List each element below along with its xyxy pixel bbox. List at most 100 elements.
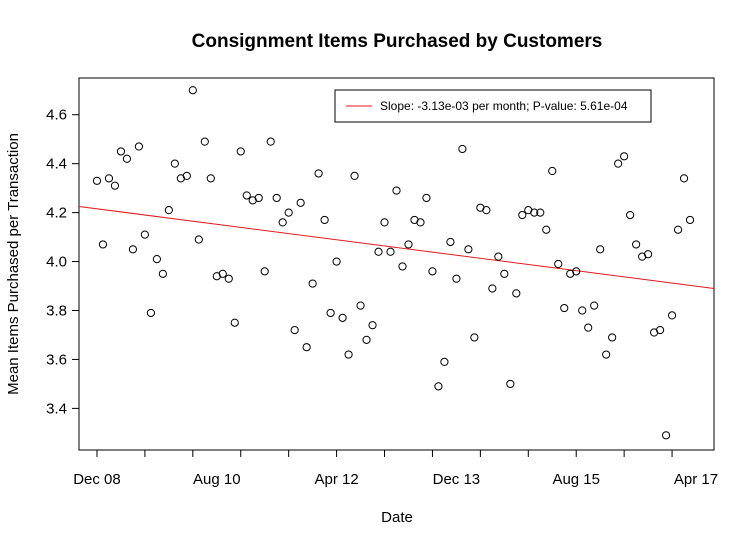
y-tick-label: 3.6	[46, 351, 67, 368]
data-point	[224, 274, 233, 283]
data-point	[140, 230, 149, 239]
data-point	[332, 257, 341, 266]
x-axis-label: Date	[381, 509, 413, 526]
data-point	[128, 245, 138, 254]
data-point	[158, 269, 167, 278]
data-point	[512, 289, 521, 298]
x-tick-label: Apr 12	[314, 471, 358, 488]
data-point	[452, 274, 461, 283]
data-point	[530, 208, 539, 217]
data-point	[230, 318, 239, 327]
data-point	[661, 431, 671, 440]
data-point	[482, 206, 491, 215]
data-point	[260, 267, 269, 276]
data-point	[368, 321, 377, 330]
data-point	[254, 193, 263, 203]
data-point	[380, 218, 389, 227]
data-point	[314, 169, 323, 178]
data-point	[404, 240, 413, 249]
data-point	[362, 335, 371, 344]
data-point	[152, 255, 161, 264]
data-point	[182, 171, 191, 180]
x-tick-label: Dec 13	[433, 471, 481, 488]
data-point	[560, 303, 569, 313]
data-point	[590, 301, 599, 310]
data-point	[356, 301, 365, 310]
y-tick-label: 4.2	[46, 205, 67, 222]
data-point	[266, 137, 275, 146]
data-point	[500, 269, 509, 278]
data-point	[320, 215, 329, 225]
data-point	[470, 333, 479, 342]
data-point	[338, 313, 347, 322]
data-point	[92, 176, 102, 185]
data-point	[614, 159, 623, 168]
data-point	[422, 193, 431, 203]
data-point	[446, 237, 455, 247]
data-point	[194, 235, 203, 244]
data-point	[602, 350, 611, 359]
data-point	[146, 308, 155, 318]
data-point	[458, 144, 467, 154]
x-tick-label: Dec 08	[73, 471, 121, 488]
y-tick-label: 4.4	[46, 156, 67, 173]
data-point	[655, 325, 665, 335]
y-axis-label: Mean Items Purchased per Transaction	[5, 133, 22, 395]
data-point	[679, 174, 689, 183]
y-tick-label: 4.0	[46, 254, 67, 271]
data-point	[685, 215, 695, 225]
data-point	[104, 174, 114, 183]
data-point	[626, 210, 635, 220]
data-point	[464, 245, 473, 254]
data-point	[386, 247, 395, 256]
y-axis: 3.4 3.6 3.8 4.0 4.2 4.4 4.6	[46, 107, 80, 417]
data-point	[667, 311, 677, 320]
data-point	[122, 154, 132, 163]
data-point	[350, 171, 359, 180]
data-point	[428, 267, 437, 276]
data-point	[374, 247, 383, 256]
x-tick-label: Apr 17	[674, 471, 718, 488]
data-point	[296, 198, 305, 207]
data-point	[620, 152, 629, 161]
data-point	[236, 147, 245, 156]
data-point	[494, 252, 503, 261]
x-tick-label: Aug 15	[552, 471, 600, 488]
legend: Slope: -3.13e-03 per month; P-value: 5.6…	[334, 89, 652, 123]
data-point	[200, 137, 209, 146]
trend-line-group	[78, 205, 715, 289]
x-axis: Dec 08 Aug 10 Apr 12 Dec 13 Aug 15 Apr 17	[73, 449, 718, 488]
data-point	[206, 174, 215, 183]
data-point	[506, 379, 515, 389]
data-point	[242, 191, 251, 200]
data-point	[134, 142, 144, 151]
data-point	[542, 225, 551, 234]
data-point	[308, 279, 317, 288]
data-point	[170, 159, 179, 168]
data-point	[344, 350, 353, 359]
data-point	[554, 259, 563, 269]
y-tick-label: 3.8	[46, 303, 67, 320]
plot-frame	[78, 77, 715, 451]
data-point	[548, 166, 557, 176]
data-point	[164, 206, 173, 215]
data-point	[536, 208, 545, 217]
data-point	[302, 343, 311, 352]
data-point	[392, 186, 401, 195]
trend-line	[78, 205, 715, 289]
data-point	[116, 147, 126, 156]
chart-title: Consignment Items Purchased by Customers	[192, 31, 603, 52]
legend-label: Slope: -3.13e-03 per month; P-value: 5.6…	[380, 99, 628, 113]
data-point	[440, 357, 449, 366]
x-tick-label: Aug 10	[193, 471, 241, 488]
data-point	[110, 181, 120, 190]
data-point	[518, 210, 527, 220]
data-point	[673, 225, 683, 234]
data-point	[416, 218, 425, 227]
legend-box	[334, 89, 652, 123]
data-point	[644, 250, 653, 259]
y-tick-label: 3.4	[46, 400, 67, 417]
data-point	[488, 284, 497, 293]
data-point	[284, 208, 293, 217]
